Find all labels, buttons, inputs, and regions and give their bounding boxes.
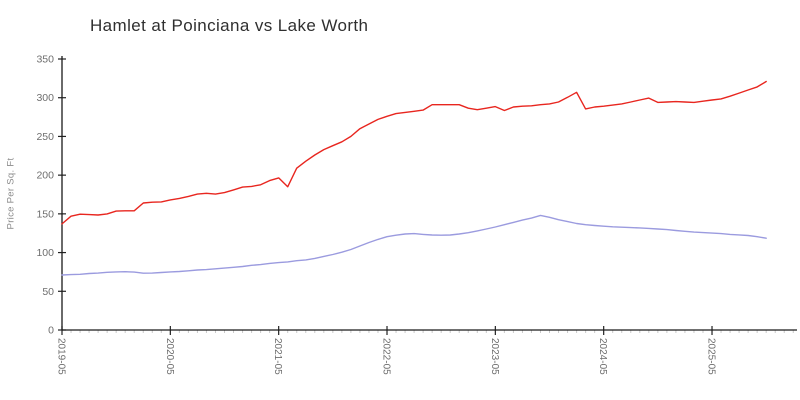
x-tick-label: 2019-05 <box>56 338 67 375</box>
y-tick-label: 50 <box>42 286 54 298</box>
x-tick-label: 2021-05 <box>272 338 283 375</box>
y-tick-label: 150 <box>36 208 54 220</box>
x-tick-label: 2020-05 <box>164 338 175 375</box>
x-tick-label: 2022-05 <box>381 338 392 375</box>
x-tick-label: 2025-05 <box>706 338 717 375</box>
chart-title: Hamlet at Poinciana vs Lake Worth <box>90 16 369 35</box>
x-tick-label: 2023-05 <box>489 338 500 375</box>
y-tick-label: 0 <box>48 325 54 337</box>
y-tick-label: 350 <box>36 54 54 66</box>
y-tick-label: 300 <box>36 92 54 104</box>
y-tick-label: 200 <box>36 170 54 182</box>
y-tick-label: 250 <box>36 131 54 143</box>
y-axis-label: Price Per Sq. Ft <box>5 157 17 230</box>
series-line-hamlet-at-poinciana <box>61 80 767 225</box>
series-line-lake-worth <box>61 214 767 276</box>
x-tick-label: 2024-05 <box>597 338 608 375</box>
y-tick-label: 100 <box>36 247 54 259</box>
